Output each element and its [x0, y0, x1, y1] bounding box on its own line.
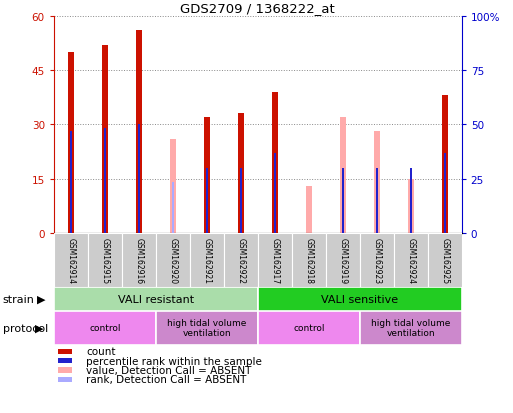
Bar	[258, 287, 462, 311]
Text: percentile rank within the sample: percentile rank within the sample	[87, 356, 262, 366]
Text: value, Detection Call = ABSENT: value, Detection Call = ABSENT	[87, 365, 252, 375]
Text: GSM162925: GSM162925	[440, 237, 449, 283]
Bar	[190, 233, 224, 287]
Bar	[258, 311, 360, 345]
Bar	[102, 45, 108, 233]
Text: VALI sensitive: VALI sensitive	[321, 294, 398, 304]
Bar	[54, 233, 88, 287]
Bar	[122, 233, 156, 287]
Bar	[442, 96, 448, 233]
Text: strain: strain	[3, 294, 34, 304]
Text: GSM162916: GSM162916	[134, 237, 143, 283]
Bar	[136, 31, 142, 233]
Bar	[70, 132, 72, 233]
Bar	[340, 118, 346, 233]
Bar	[409, 169, 412, 233]
Text: GSM162922: GSM162922	[236, 237, 245, 283]
Text: high tidal volume
ventilation: high tidal volume ventilation	[167, 318, 246, 337]
Text: GSM162919: GSM162919	[338, 237, 347, 283]
Bar	[204, 118, 210, 233]
Text: GSM162917: GSM162917	[270, 237, 279, 283]
Bar	[156, 311, 258, 345]
Bar	[68, 53, 74, 233]
Bar	[224, 233, 258, 287]
Bar	[104, 128, 106, 233]
Text: protocol: protocol	[3, 323, 48, 333]
Bar	[54, 287, 258, 311]
Bar	[376, 169, 378, 233]
Bar	[238, 114, 244, 233]
Bar	[393, 233, 428, 287]
Bar	[258, 233, 292, 287]
Bar	[137, 125, 140, 233]
Text: rank, Detection Call = ABSENT: rank, Detection Call = ABSENT	[87, 375, 247, 385]
Bar	[156, 233, 190, 287]
Text: GSM162921: GSM162921	[202, 237, 211, 283]
Text: control: control	[293, 323, 325, 332]
Bar	[360, 311, 462, 345]
Bar	[58, 358, 72, 363]
Bar	[428, 233, 462, 287]
Bar	[306, 186, 312, 233]
Bar	[54, 311, 156, 345]
Bar	[342, 179, 344, 233]
Bar	[292, 233, 326, 287]
Text: GSM162914: GSM162914	[66, 237, 75, 283]
Bar	[58, 368, 72, 373]
Text: ▶: ▶	[37, 294, 46, 304]
Bar	[172, 183, 174, 233]
Text: GSM162924: GSM162924	[406, 237, 415, 283]
Bar	[376, 179, 378, 233]
Text: count: count	[87, 347, 116, 356]
Bar	[88, 233, 122, 287]
Bar	[326, 233, 360, 287]
Text: high tidal volume
ventilation: high tidal volume ventilation	[371, 318, 450, 337]
Bar	[360, 233, 394, 287]
Text: VALI resistant: VALI resistant	[118, 294, 194, 304]
Bar	[206, 169, 208, 233]
Text: GSM162915: GSM162915	[101, 237, 109, 283]
Text: GSM162923: GSM162923	[372, 237, 381, 283]
Bar	[272, 93, 278, 233]
Bar	[444, 154, 446, 233]
Text: GSM162920: GSM162920	[168, 237, 177, 283]
Bar	[58, 377, 72, 382]
Text: control: control	[89, 323, 121, 332]
Bar	[408, 179, 414, 233]
Bar	[58, 349, 72, 354]
Bar	[373, 132, 380, 233]
Text: GSM162918: GSM162918	[304, 237, 313, 283]
Text: ▶: ▶	[35, 323, 44, 333]
Bar	[240, 169, 242, 233]
Bar	[342, 169, 344, 233]
Title: GDS2709 / 1368222_at: GDS2709 / 1368222_at	[181, 2, 335, 15]
Bar	[170, 140, 176, 233]
Bar	[273, 154, 276, 233]
